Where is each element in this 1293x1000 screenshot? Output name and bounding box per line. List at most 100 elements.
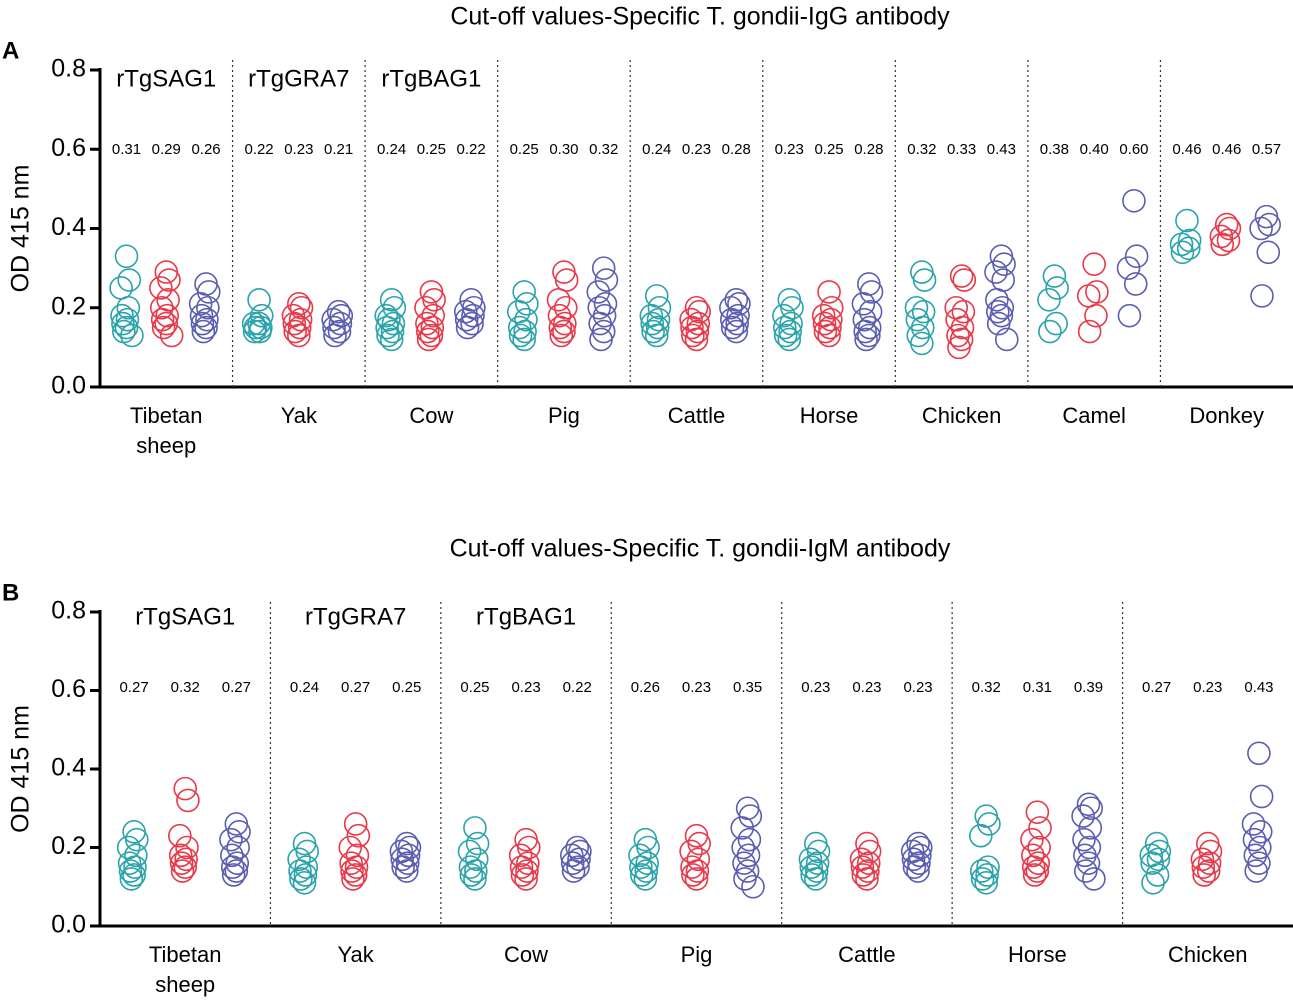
point	[1198, 839, 1223, 864]
point	[1077, 319, 1102, 344]
point	[586, 280, 611, 304]
point	[1210, 232, 1235, 257]
point	[912, 268, 937, 292]
point	[949, 264, 974, 288]
point	[799, 855, 824, 879]
point	[986, 311, 1011, 336]
point	[1072, 827, 1096, 852]
point	[513, 319, 537, 344]
x-tick-label: Yak	[337, 942, 374, 967]
point	[1169, 232, 1194, 257]
point	[629, 855, 653, 879]
point	[115, 307, 140, 332]
point	[731, 835, 755, 860]
cutoff-label: 0.25	[814, 141, 843, 158]
point	[1084, 303, 1108, 328]
point	[1117, 303, 1142, 328]
panel-label: B	[2, 579, 19, 606]
point	[461, 303, 485, 328]
point	[122, 863, 146, 887]
cutoff-label: 0.23	[284, 141, 313, 158]
point	[805, 851, 830, 876]
point	[227, 819, 251, 844]
point	[684, 867, 709, 891]
point	[155, 303, 179, 328]
point	[188, 291, 213, 316]
cutoff-label: 0.35	[733, 679, 762, 696]
point	[779, 311, 803, 336]
point	[241, 311, 266, 336]
cutoff-label: 0.23	[1193, 679, 1222, 696]
point	[389, 839, 414, 864]
point	[687, 299, 712, 324]
point	[1020, 827, 1044, 852]
legend-label: rTgGRA7	[305, 603, 406, 630]
point	[508, 843, 533, 868]
x-tick-label-box: Tibetan sheep	[149, 942, 222, 997]
point	[464, 859, 488, 883]
point	[984, 260, 1008, 284]
point	[454, 307, 479, 332]
chart-title: Cut-off values-Specific T. gondii-IgM an…	[450, 535, 951, 563]
point	[149, 276, 173, 300]
point	[950, 315, 975, 340]
point	[458, 855, 483, 879]
point	[282, 311, 307, 336]
point	[1241, 812, 1266, 836]
point	[859, 280, 884, 304]
point	[733, 867, 757, 891]
point	[154, 311, 179, 336]
point	[1071, 804, 1095, 828]
point	[465, 831, 490, 856]
point	[380, 319, 405, 344]
cutoff-label: 0.22	[457, 141, 486, 158]
cutoff-label: 0.32	[171, 679, 200, 696]
point	[951, 299, 976, 324]
point	[819, 307, 843, 332]
cutoff-label: 0.23	[682, 679, 711, 696]
point	[633, 867, 658, 891]
x-tick-label-box: Yak	[337, 942, 374, 967]
point	[1197, 851, 1222, 876]
point	[738, 804, 763, 828]
point	[119, 867, 144, 891]
point	[340, 859, 364, 883]
point	[857, 315, 882, 340]
point	[849, 847, 874, 872]
point	[293, 863, 318, 887]
point	[853, 319, 878, 344]
point	[247, 311, 271, 336]
cutoff-label: 0.31	[112, 141, 141, 158]
point	[168, 843, 193, 868]
point	[1191, 855, 1216, 879]
point	[289, 867, 313, 891]
y-tick-label: 0.2	[51, 832, 86, 860]
y-tick-label: 0.4	[51, 213, 86, 241]
point	[977, 812, 1001, 836]
cutoff-label: 0.23	[801, 679, 830, 696]
point	[945, 307, 969, 332]
legend-label: rTgGRA7	[248, 65, 349, 92]
cutoff-label: 0.25	[510, 141, 539, 158]
point	[1249, 216, 1273, 241]
point	[644, 323, 669, 348]
point	[196, 295, 220, 320]
point	[646, 307, 671, 332]
point	[905, 307, 930, 332]
point	[777, 327, 802, 352]
y-tick-label: 0.4	[51, 754, 86, 782]
point	[294, 855, 319, 879]
point	[772, 303, 796, 328]
cutoff-label: 0.27	[1142, 679, 1171, 696]
point	[594, 268, 619, 292]
point	[1248, 819, 1273, 844]
cutoff-label: 0.25	[417, 141, 446, 158]
point	[634, 859, 659, 883]
point	[118, 859, 143, 883]
cutoff-label: 0.22	[244, 141, 273, 158]
point	[856, 859, 880, 883]
point	[911, 299, 936, 324]
point	[994, 327, 1019, 352]
point	[554, 268, 579, 292]
point	[985, 288, 1009, 312]
